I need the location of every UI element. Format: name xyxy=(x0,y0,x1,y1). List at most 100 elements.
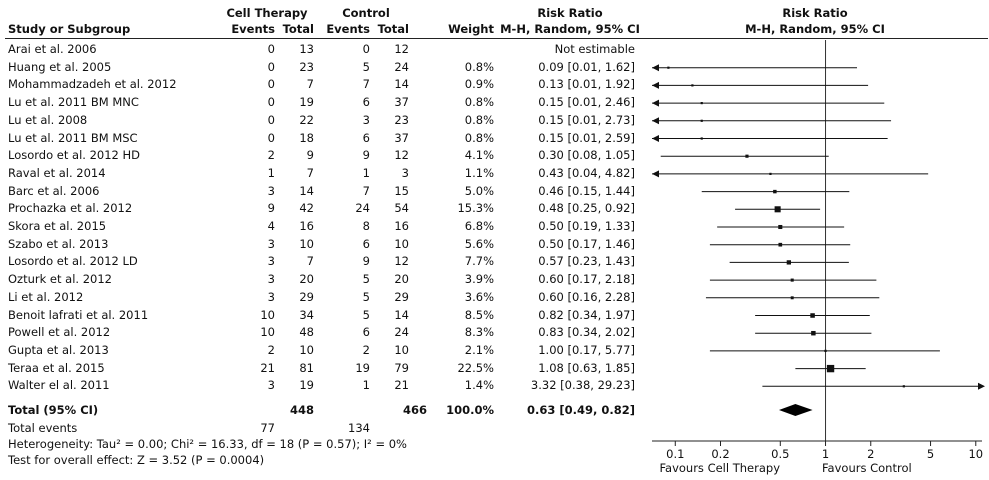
total-treatment: 13 xyxy=(299,42,314,56)
table-row: Lu et al. 2008 0 22 3 23 0.8% 0.15 [0.01, 2.73… xyxy=(0,112,650,129)
events-control: 7 xyxy=(362,77,370,92)
study-name: Ozturk et al. 2012 xyxy=(8,272,112,287)
total-control: 20 xyxy=(394,272,409,287)
header-events2: Events xyxy=(326,22,370,36)
risk-ratio-ci: 0.48 [0.25, 0.92] xyxy=(538,201,635,216)
x-tick-label: 10 xyxy=(968,447,983,461)
risk-ratio-ci: 0.50 [0.17, 1.46] xyxy=(538,236,635,251)
total-control: 16 xyxy=(394,219,409,233)
risk-ratio-ci: 0.15 [0.01, 2.59] xyxy=(538,130,635,145)
total-control: 14 xyxy=(394,307,409,322)
total-treatment: 22 xyxy=(299,112,314,127)
risk-ratio-ci: 3.32 [0.38, 29.23] xyxy=(530,378,635,393)
events-treatment: 9 xyxy=(267,201,275,216)
table-row: Ozturk et al. 2012 3 20 5 20 3.9% 0.60 [0.17, … xyxy=(0,271,650,288)
risk-ratio-ci: 0.60 [0.17, 2.18] xyxy=(538,272,635,287)
total-treatment: 16 xyxy=(299,219,314,233)
table-row: Szabo et al. 2013 3 10 6 10 5.6% 0.50 [0.17, 1… xyxy=(0,236,650,253)
ci-arrow-left xyxy=(652,64,659,72)
total-treatment: 7 xyxy=(306,165,314,180)
point-estimate xyxy=(810,313,815,318)
total-control: 12 xyxy=(394,148,409,163)
events-treatment: 0 xyxy=(267,77,275,92)
risk-ratio-ci: 0.30 [0.08, 1.05] xyxy=(538,148,635,163)
total-treatment: 7 xyxy=(306,254,314,269)
ci-arrow-left xyxy=(652,117,659,125)
point-estimate xyxy=(667,66,670,69)
total-control: 10 xyxy=(394,236,409,251)
risk-ratio-ci: 0.09 [0.01, 1.62] xyxy=(538,59,635,74)
weight: 6.8% xyxy=(464,219,494,233)
header-rr-method: M-H, Random, 95% CI xyxy=(500,22,640,36)
risk-ratio-ci: 0.50 [0.19, 1.33] xyxy=(538,219,635,233)
study-name: Benoit lafrati et al. 2011 xyxy=(8,307,149,322)
total-events2: 134 xyxy=(348,421,370,435)
risk-ratio-ci: 0.15 [0.01, 2.73] xyxy=(538,112,635,127)
study-name: Lu et al. 2011 BM MSC xyxy=(8,130,138,145)
total-treatment: 48 xyxy=(299,325,314,340)
study-name: Szabo et al. 2013 xyxy=(8,236,109,251)
table-row: Raval et al. 2014 1 7 1 3 1.1% 0.43 [0.04, 4.8… xyxy=(0,165,650,182)
table-row: Arai et al. 2006 0 13 0 12 Not estimable xyxy=(0,41,650,58)
total-n1: 448 xyxy=(289,403,314,417)
total-treatment: 20 xyxy=(299,272,314,287)
x-tick-label: 0.5 xyxy=(771,447,789,461)
risk-ratio-ci: 0.43 [0.04, 4.82] xyxy=(538,165,635,180)
header-rule xyxy=(5,38,988,39)
ci-arrow-left xyxy=(652,170,659,178)
events-treatment: 3 xyxy=(267,236,275,251)
events-control: 9 xyxy=(362,254,370,269)
weight: 7.7% xyxy=(464,254,494,269)
weight: 0.9% xyxy=(464,77,494,92)
overall-effect-text: Test for overall effect: Z = 3.52 (P = 0… xyxy=(8,453,265,467)
study-name: Gupta et al. 2013 xyxy=(8,342,109,357)
point-estimate xyxy=(700,119,703,122)
header-plot-method: M-H, Random, 95% CI xyxy=(745,22,885,36)
point-estimate xyxy=(700,137,703,140)
weight: 1.4% xyxy=(464,378,494,393)
risk-ratio-ci: 0.57 [0.23, 1.43] xyxy=(538,254,635,269)
events-treatment: 1 xyxy=(267,165,275,180)
weight: 5.6% xyxy=(464,236,494,251)
header-cell-therapy: Cell Therapy xyxy=(226,6,308,20)
risk-ratio-ci: 1.08 [0.63, 1.85] xyxy=(538,360,635,375)
point-estimate xyxy=(700,102,703,105)
total-control: 12 xyxy=(394,42,409,56)
table-row: Lu et al. 2011 BM MNC 0 19 6 37 0.8% 0.15 [0.0… xyxy=(0,94,650,111)
events-control: 6 xyxy=(362,325,370,340)
study-name: Skora et al. 2015 xyxy=(8,219,107,233)
total-treatment: 42 xyxy=(299,201,314,216)
weight: 8.5% xyxy=(464,307,494,322)
point-estimate xyxy=(769,172,772,175)
risk-ratio-ci: 0.46 [0.15, 1.44] xyxy=(538,183,635,198)
events-treatment: 21 xyxy=(260,360,275,375)
events-treatment: 3 xyxy=(267,272,275,287)
weight: 2.1% xyxy=(464,342,494,357)
weight: 1.1% xyxy=(464,165,494,180)
events-control: 9 xyxy=(362,148,370,163)
events-control: 5 xyxy=(362,59,370,74)
total-control: 21 xyxy=(394,378,409,393)
weight: 3.9% xyxy=(464,272,494,287)
total-control: 37 xyxy=(394,130,409,145)
point-estimate xyxy=(790,296,794,300)
table-row: Gupta et al. 2013 2 10 2 10 2.1% 1.00 [0.17, 5… xyxy=(0,342,650,359)
risk-ratio-ci: 0.15 [0.01, 2.46] xyxy=(538,95,635,110)
favours-left-label: Favours Cell Therapy xyxy=(659,461,780,475)
study-name: Arai et al. 2006 xyxy=(8,42,97,56)
risk-ratio-ci: 1.00 [0.17, 5.77] xyxy=(538,342,635,357)
study-name: Walter el al. 2011 xyxy=(8,378,110,393)
table-row: Mohammadzadeh et al. 2012 0 7 7 14 0.9% 0.13 [… xyxy=(0,76,650,93)
events-treatment: 0 xyxy=(267,95,275,110)
study-name: Huang et al. 2005 xyxy=(8,59,112,74)
header-plot-risk-ratio: Risk Ratio xyxy=(782,6,848,20)
ci-arrow-left xyxy=(652,81,659,89)
weight: 0.8% xyxy=(464,130,494,145)
ci-arrow-left xyxy=(652,99,659,107)
events-control: 2 xyxy=(362,342,370,357)
total-control: 14 xyxy=(394,77,409,92)
header-events1: Events xyxy=(231,22,275,36)
table-row: Teraa et al. 2015 21 81 19 79 22.5% 1.08 [0.63… xyxy=(0,360,650,377)
events-control: 3 xyxy=(362,112,370,127)
